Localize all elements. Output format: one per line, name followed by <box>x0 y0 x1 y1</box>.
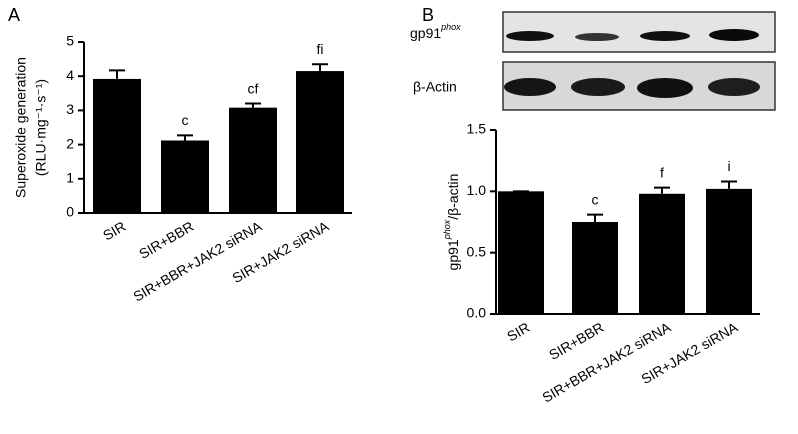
bar <box>161 140 209 213</box>
error-bar <box>109 69 125 79</box>
y-tick-label: 1.0 <box>467 182 487 198</box>
error-bar <box>721 180 737 189</box>
x-tick-label: SIR+BBR+JAK2 siRNA <box>130 218 265 305</box>
blot-label: β-Actin <box>413 79 457 95</box>
blot <box>502 11 776 111</box>
x-tick-label: SIR <box>100 218 128 244</box>
y-tick-label: 1.5 <box>467 121 487 137</box>
x-tick-label: SIR+BBR <box>546 319 606 363</box>
y-tick-label: 0.0 <box>467 305 487 321</box>
y-tick-label: 5 <box>66 33 74 49</box>
error-bar <box>245 102 261 108</box>
annotation: fi <box>317 41 324 57</box>
bar <box>639 193 685 314</box>
bar <box>498 191 544 314</box>
annotation: i <box>727 158 730 174</box>
y-tick-label: 2 <box>66 135 74 151</box>
y-tick-label: 3 <box>66 101 74 117</box>
bar <box>572 222 618 314</box>
bar <box>296 71 344 213</box>
y-axis-title: gp91phox/β-actin <box>442 174 460 271</box>
y-axis-title: (RLU·mg⁻¹·s⁻¹) <box>33 79 49 176</box>
y-axis-title-part: phox <box>442 219 452 240</box>
annotation: f <box>660 164 664 180</box>
bar <box>93 78 141 213</box>
error-bar <box>587 213 603 222</box>
panel-label: B <box>422 5 434 25</box>
annotation: c <box>182 112 189 128</box>
error-bar <box>177 134 193 141</box>
x-tick-label: SIR+BBR+JAK2 siRNA <box>539 319 674 406</box>
bar <box>229 107 277 213</box>
y-axis-title-part: gp91 <box>445 239 461 270</box>
error-bar <box>312 63 328 72</box>
annotation: cf <box>248 80 259 96</box>
annotation: c <box>592 191 599 207</box>
panel-label: A <box>8 5 20 25</box>
error-bar <box>654 186 670 194</box>
y-axis-title: Superoxide generation <box>13 57 29 198</box>
x-tick-label: SIR <box>504 319 532 345</box>
y-tick-label: 0.5 <box>467 243 487 259</box>
blot-label: gp91phox <box>410 22 461 40</box>
y-axis-title-part: /β-actin <box>445 174 461 220</box>
bar <box>706 188 752 314</box>
y-tick-label: 0 <box>66 204 74 220</box>
y-tick-label: 4 <box>66 67 74 83</box>
x-tick-label: SIR+BBR <box>136 218 196 262</box>
y-tick-label: 1 <box>66 170 74 186</box>
